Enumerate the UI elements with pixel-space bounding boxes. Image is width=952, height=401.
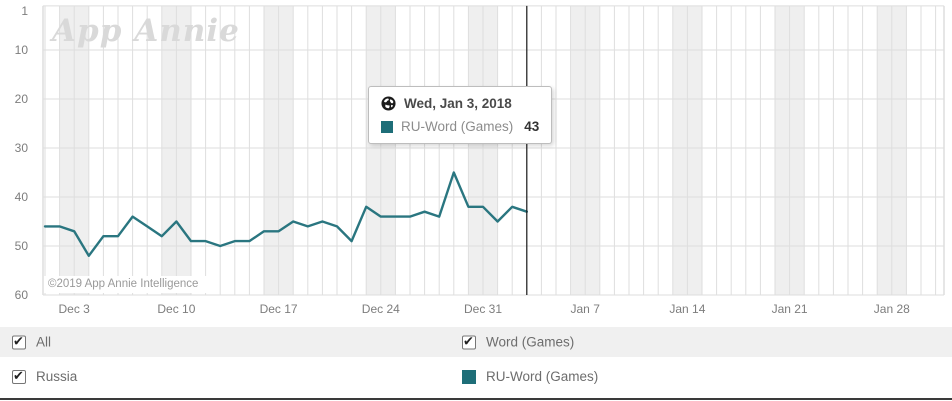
all-label: All (36, 334, 52, 350)
x-axis-label: Dec 10 (157, 302, 196, 316)
y-axis: 1 10 20 30 40 50 60 (0, 0, 29, 326)
word-games-label: Word (Games) (486, 334, 575, 350)
x-axis-label: Jan 7 (570, 302, 600, 316)
y-axis-label: 50 (14, 239, 28, 253)
x-axis-label: Jan 28 (873, 302, 910, 316)
y-axis-label: 40 (14, 190, 28, 204)
tooltip-series-name: RU-Word (Games) (401, 119, 514, 134)
filter-russia[interactable]: Russia (12, 369, 77, 384)
filter-row-2: Russia RU-Word (Games) (0, 357, 952, 398)
filter-row-1: All Word (Games) (0, 327, 952, 357)
all-checkbox[interactable] (12, 334, 26, 349)
y-axis-label: 20 (14, 92, 28, 106)
x-axis-label: Dec 31 (463, 302, 503, 316)
tooltip-series-row: RU-Word (Games) 43 (381, 119, 539, 134)
copyright-notice: ©2019 App Annie Intelligence (44, 276, 208, 293)
rank-trend-chart: App Annie 1 10 20 30 40 50 60 Dec 3 Dec 10 Dec 1… (0, 0, 952, 326)
y-axis-label: 30 (14, 141, 28, 155)
word-games-checkbox[interactable] (462, 334, 476, 349)
x-axis-label: Dec 17 (259, 302, 298, 316)
tooltip-value: 43 (524, 119, 540, 134)
ru-word-label: RU-Word (Games) (486, 369, 599, 384)
tooltip-series-swatch (381, 120, 393, 133)
chart-tooltip: Wed, Jan 3, 2018 RU-Word (Games) 43 (368, 86, 553, 144)
filter-all[interactable]: All (12, 334, 52, 350)
tooltip-date-row: Wed, Jan 3, 2018 (381, 96, 539, 111)
legend-ru-word-games: RU-Word (Games) (462, 369, 598, 384)
x-axis-label: Jan 14 (669, 302, 706, 316)
chart-plot-area[interactable] (0, 0, 952, 326)
ru-word-series-swatch (462, 369, 476, 384)
y-axis-label: 1 (21, 4, 28, 18)
x-axis-label: Dec 3 (58, 302, 90, 316)
bottom-border (0, 398, 952, 400)
ru-word-rank-line (43, 171, 528, 258)
globe-icon (381, 96, 396, 111)
x-axis-label: Dec 24 (361, 302, 400, 316)
filter-word-games[interactable]: Word (Games) (462, 334, 575, 350)
x-axis-label: Jan 21 (771, 302, 808, 316)
y-axis-label: 10 (14, 43, 28, 57)
y-axis-label: 60 (14, 288, 28, 302)
x-axis: Dec 3 Dec 10 Dec 17 Dec 24 Dec 31 Jan 7 Jan 14… (0, 302, 952, 320)
russia-label: Russia (36, 369, 78, 384)
tooltip-date: Wed, Jan 3, 2018 (404, 96, 512, 111)
russia-checkbox[interactable] (12, 369, 26, 384)
